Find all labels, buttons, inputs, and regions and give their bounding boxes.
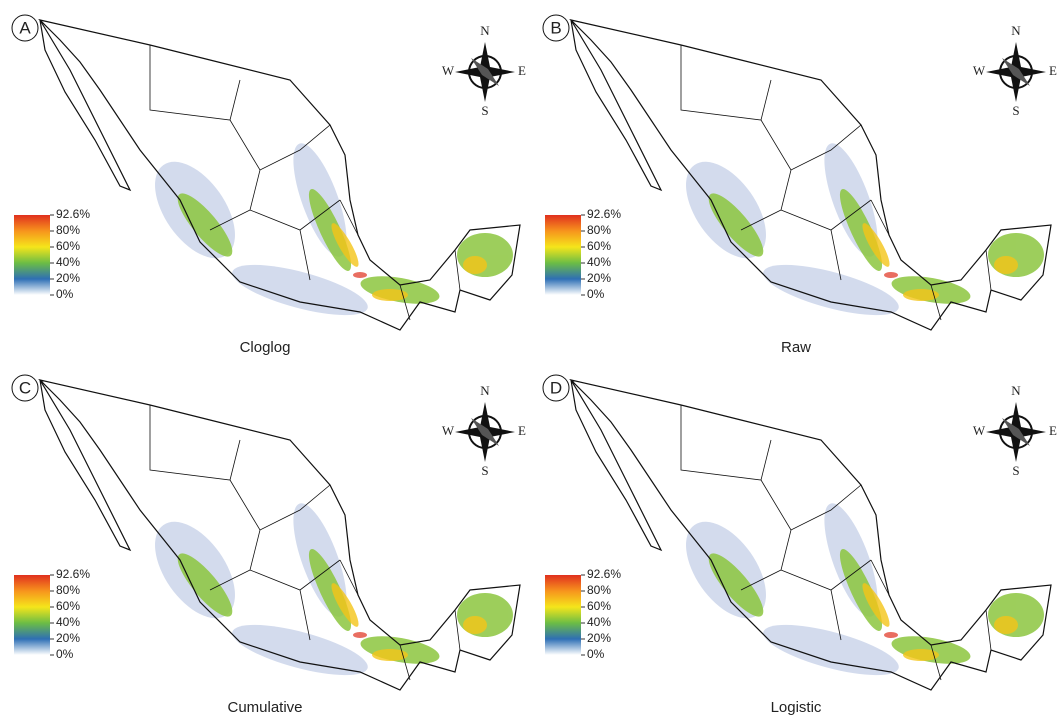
- compass-e: E: [1049, 423, 1057, 438]
- legend-label: 60%: [587, 239, 611, 253]
- compass-rose: [985, 41, 1047, 103]
- legend-label: 92.6%: [56, 567, 90, 581]
- legend-label: 80%: [56, 583, 80, 597]
- compass-s: S: [481, 463, 488, 478]
- panel: D N S E W 92.6% 80% 60% 40% 20% 0% Logistic: [542, 374, 1057, 716]
- compass-w: W: [442, 63, 455, 78]
- compass-rose: [454, 401, 516, 463]
- compass-w: W: [442, 423, 455, 438]
- panel-badge: [542, 374, 570, 402]
- compass-rose: [985, 401, 1047, 463]
- compass-w: W: [973, 423, 986, 438]
- compass-s: S: [1012, 463, 1019, 478]
- compass-n: N: [1011, 383, 1021, 398]
- compass-s: S: [481, 103, 488, 118]
- legend-label: 92.6%: [587, 207, 621, 221]
- compass-e: E: [1049, 63, 1057, 78]
- compass-e: E: [518, 423, 526, 438]
- legend-label: 92.6%: [56, 207, 90, 221]
- legend-label: 60%: [56, 599, 80, 613]
- compass-s: S: [1012, 103, 1019, 118]
- color-scale: [14, 575, 50, 655]
- legend-label: 0%: [587, 287, 605, 301]
- panel-letter: A: [19, 18, 31, 37]
- panel-badge: [11, 374, 39, 402]
- panel-caption: Cloglog: [240, 339, 291, 356]
- legend-label: 80%: [56, 223, 80, 237]
- legend-label: 60%: [56, 239, 80, 253]
- compass-e: E: [518, 63, 526, 78]
- legend-label: 20%: [587, 631, 611, 645]
- legend-label: 20%: [56, 271, 80, 285]
- panel: B N S E W 92.6% 80% 60% 40% 20% 0% Raw: [542, 14, 1057, 356]
- panel-letter: D: [550, 378, 562, 397]
- color-scale: [14, 215, 50, 295]
- panel-badge: [542, 14, 570, 42]
- panel: A N S E W 92.6% 80% 60% 40% 20% 0% Cloglog: [11, 14, 526, 356]
- color-scale: [545, 575, 581, 655]
- compass-rose: [454, 41, 516, 103]
- panel-caption: Raw: [781, 339, 811, 356]
- legend-label: 80%: [587, 223, 611, 237]
- panel: C N S E W 92.6% 80% 60% 40% 20% 0% Cumulative: [11, 374, 526, 716]
- legend-label: 40%: [56, 255, 80, 269]
- compass-w: W: [973, 63, 986, 78]
- legend-label: 80%: [587, 583, 611, 597]
- legend-label: 40%: [587, 615, 611, 629]
- legend-label: 20%: [587, 271, 611, 285]
- legend-label: 40%: [587, 255, 611, 269]
- legend-label: 0%: [587, 647, 605, 661]
- legend-label: 60%: [587, 599, 611, 613]
- color-scale: [545, 215, 581, 295]
- panel-badge: [11, 14, 39, 42]
- panel-caption: Logistic: [771, 699, 822, 716]
- legend-label: 92.6%: [587, 567, 621, 581]
- panel-caption: Cumulative: [227, 699, 302, 716]
- panel-letter: B: [550, 18, 561, 37]
- compass-n: N: [480, 383, 490, 398]
- compass-n: N: [1011, 23, 1021, 38]
- legend-label: 0%: [56, 647, 74, 661]
- legend-label: 20%: [56, 631, 80, 645]
- legend-label: 0%: [56, 287, 74, 301]
- legend-label: 40%: [56, 615, 80, 629]
- compass-n: N: [480, 23, 490, 38]
- panel-letter: C: [19, 378, 31, 397]
